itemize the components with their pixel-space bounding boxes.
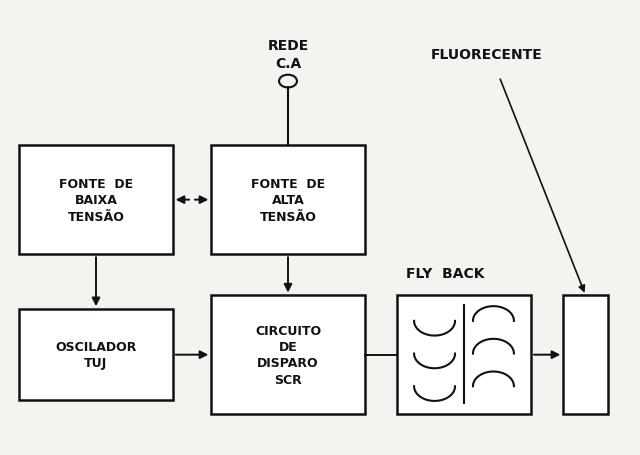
- Bar: [563, 296, 608, 414]
- Bar: [397, 296, 531, 414]
- Text: OSCILADOR: OSCILADOR: [55, 340, 137, 353]
- Text: CIRCUITO: CIRCUITO: [255, 324, 321, 337]
- Text: REDE: REDE: [268, 39, 308, 52]
- Bar: [211, 146, 365, 255]
- Bar: [19, 309, 173, 400]
- Bar: [211, 296, 365, 414]
- Text: C.A: C.A: [275, 57, 301, 71]
- Text: FLY  BACK: FLY BACK: [406, 266, 484, 280]
- Text: TUJ: TUJ: [84, 357, 108, 369]
- Text: TENSÃO: TENSÃO: [68, 210, 124, 223]
- Text: FONTE  DE: FONTE DE: [59, 177, 133, 190]
- Text: FLUORECENTE: FLUORECENTE: [431, 48, 542, 61]
- Text: TENSÃO: TENSÃO: [260, 210, 316, 223]
- Text: FONTE  DE: FONTE DE: [251, 177, 325, 190]
- Text: SCR: SCR: [274, 373, 302, 386]
- Bar: [19, 146, 173, 255]
- Text: ALTA: ALTA: [271, 194, 305, 207]
- Text: BAIXA: BAIXA: [75, 194, 117, 207]
- Text: DE: DE: [278, 340, 298, 353]
- Text: DISPARO: DISPARO: [257, 357, 319, 369]
